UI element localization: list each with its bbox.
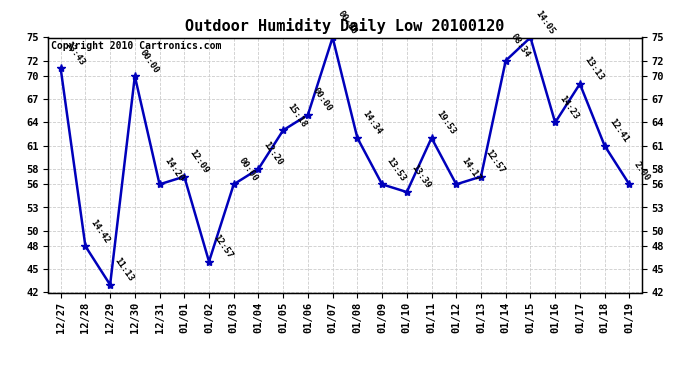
Text: 14:17: 14:17 bbox=[459, 156, 482, 183]
Text: 08:34: 08:34 bbox=[509, 32, 531, 59]
Text: 12:20: 12:20 bbox=[262, 140, 284, 168]
Title: Outdoor Humidity Daily Low 20100120: Outdoor Humidity Daily Low 20100120 bbox=[186, 18, 504, 33]
Text: 14:05: 14:05 bbox=[533, 9, 556, 36]
Text: Copyright 2010 Cartronics.com: Copyright 2010 Cartronics.com bbox=[51, 41, 221, 51]
Text: 00:00: 00:00 bbox=[310, 86, 333, 113]
Text: 00:00: 00:00 bbox=[237, 156, 259, 183]
Text: 12:57: 12:57 bbox=[212, 233, 235, 260]
Text: 12:41: 12:41 bbox=[607, 117, 630, 144]
Text: 14:20: 14:20 bbox=[162, 156, 185, 183]
Text: 00:00: 00:00 bbox=[335, 9, 358, 36]
Text: 19:53: 19:53 bbox=[434, 110, 457, 136]
Text: 12:09: 12:09 bbox=[187, 148, 210, 175]
Text: 13:39: 13:39 bbox=[410, 164, 433, 190]
Text: 14:42: 14:42 bbox=[88, 217, 111, 245]
Text: 14:34: 14:34 bbox=[360, 110, 383, 136]
Text: 2:00: 2:00 bbox=[632, 160, 652, 183]
Text: 13:13: 13:13 bbox=[582, 55, 605, 82]
Text: 13:53: 13:53 bbox=[385, 156, 408, 183]
Text: 12:57: 12:57 bbox=[484, 148, 506, 175]
Text: 15:18: 15:18 bbox=[286, 102, 308, 129]
Text: 13:43: 13:43 bbox=[63, 40, 86, 67]
Text: 11:13: 11:13 bbox=[113, 256, 136, 284]
Text: 14:23: 14:23 bbox=[558, 94, 581, 121]
Text: 00:00: 00:00 bbox=[137, 48, 160, 75]
